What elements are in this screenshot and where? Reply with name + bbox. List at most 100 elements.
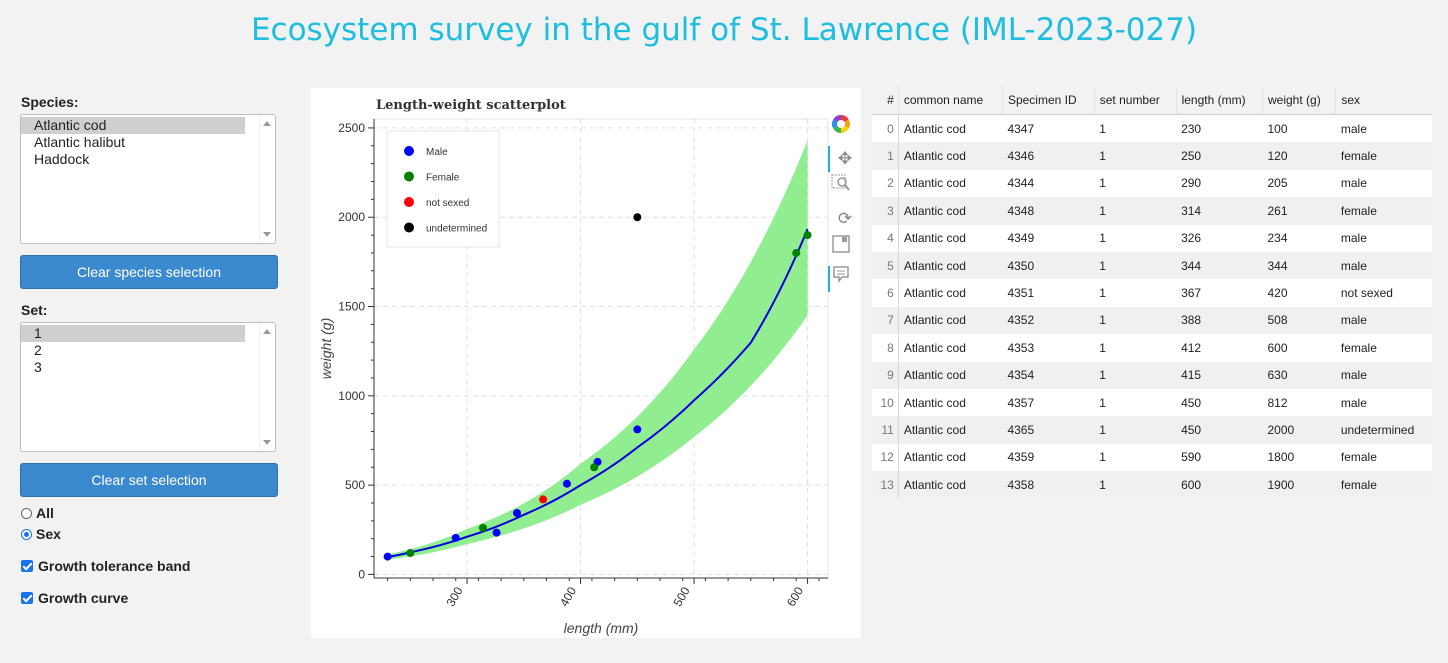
table-cell: 314	[1176, 197, 1263, 225]
table-cell: Atlantic cod	[898, 443, 1003, 472]
table-row[interactable]: 3 Atlantic cod 4348 1 314 261 female	[872, 197, 1432, 225]
y-axis-label: weight (g)	[318, 318, 334, 379]
column-header[interactable]: common name	[897, 86, 1003, 115]
table-cell: 4344	[1002, 169, 1095, 198]
pan-icon[interactable]: ✥	[828, 144, 859, 174]
table-row[interactable]: 9 Atlantic cod 4354 1 415 630 male	[872, 361, 1432, 389]
length-weight-chart[interactable]: Length-weight scatterplot 0 500 1000 1500 200…	[311, 88, 831, 638]
table-row[interactable]: 1 Atlantic cod 4346 1 250 120 female	[872, 142, 1432, 170]
table-cell: 4357	[1002, 388, 1095, 417]
table-row[interactable]: 5 Atlantic cod 4350 1 344 344 male	[872, 251, 1432, 280]
table-cell: 10	[872, 388, 899, 417]
plot-panel: Length-weight scatterplot 0 500 1000 1500 200…	[311, 88, 861, 638]
table-cell: 420	[1262, 279, 1336, 307]
table-cell: Atlantic cod	[898, 197, 1003, 225]
table-cell: male	[1335, 251, 1432, 280]
table-cell: 450	[1176, 388, 1263, 417]
table-cell: male	[1335, 388, 1432, 417]
set-scrollbar[interactable]	[259, 324, 274, 450]
table-row[interactable]: 8 Atlantic cod 4353 1 412 600 female	[872, 334, 1432, 362]
table-cell: male	[1335, 114, 1432, 143]
color-wheel-icon[interactable]	[831, 114, 859, 144]
column-header[interactable]: weight (g)	[1261, 86, 1336, 115]
growth-curve-checkbox[interactable]	[21, 592, 33, 604]
table-row[interactable]: 12 Atlantic cod 4359 1 590 1800 female	[872, 443, 1432, 472]
data-point	[513, 508, 522, 517]
species-listbox[interactable]: Atlantic cod Atlantic halibut Haddock	[20, 114, 276, 244]
species-option[interactable]: Atlantic halibut	[34, 134, 126, 150]
x-tick-label: 500	[671, 584, 693, 609]
table-cell: 5	[872, 251, 899, 280]
legend-marker	[404, 197, 414, 207]
y-tick-label: 0	[358, 567, 365, 581]
table-cell: 600	[1262, 334, 1336, 362]
table-cell: 344	[1176, 251, 1263, 280]
legend-label: Female	[426, 173, 460, 184]
radio-all-label: All	[36, 505, 54, 521]
table-cell: 100	[1262, 114, 1336, 143]
table-row[interactable]: 2 Atlantic cod 4344 1 290 205 male	[872, 169, 1432, 198]
table-cell: 450	[1176, 416, 1263, 444]
species-option[interactable]: Haddock	[34, 151, 90, 167]
set-option[interactable]: 2	[34, 342, 42, 358]
growth-band-toggle[interactable]: Growth tolerance band	[20, 556, 278, 576]
table-cell: 4347	[1002, 114, 1095, 143]
page-title: Ecosystem survey in the gulf of St. Lawr…	[250, 12, 1198, 48]
table-cell: 2000	[1262, 416, 1336, 444]
table-cell: female	[1335, 334, 1432, 362]
table-row[interactable]: 7 Atlantic cod 4352 1 388 508 male	[872, 306, 1432, 335]
radio-sex-circle[interactable]	[21, 528, 32, 540]
table-cell: male	[1335, 224, 1432, 252]
table-cell: 13	[872, 471, 899, 499]
save-icon[interactable]	[831, 234, 859, 264]
table-cell: not sexed	[1335, 279, 1432, 307]
legend-marker	[404, 171, 414, 182]
table-cell: 344	[1262, 251, 1336, 280]
set-option[interactable]: 3	[34, 359, 42, 375]
table-cell: 4358	[1002, 471, 1095, 499]
table-row[interactable]: 4 Atlantic cod 4349 1 326 234 male	[872, 224, 1432, 252]
column-header[interactable]: length (mm)	[1175, 86, 1263, 115]
table-row[interactable]: 10 Atlantic cod 4357 1 450 812 male	[872, 388, 1432, 417]
radio-sex[interactable]: Sex	[20, 524, 278, 544]
table-row[interactable]: 0 Atlantic cod 4347 1 230 100 male	[872, 114, 1432, 143]
legend-marker	[404, 222, 414, 233]
growth-curve-toggle[interactable]: Growth curve	[20, 588, 278, 608]
set-option[interactable]: 1	[21, 325, 245, 342]
table-cell: 0	[872, 114, 899, 143]
species-scrollbar[interactable]	[259, 116, 274, 242]
radio-all-circle[interactable]	[21, 507, 32, 519]
reset-icon[interactable]: ⟳	[837, 209, 853, 228]
box-zoom-icon[interactable]	[831, 174, 859, 204]
hover-icon[interactable]	[828, 264, 859, 294]
table-cell: 4365	[1002, 416, 1095, 444]
table-cell: 205	[1262, 169, 1336, 198]
clear-set-button[interactable]: Clear set selection	[20, 463, 278, 497]
column-header[interactable]: #	[872, 86, 899, 115]
table-cell: 1	[1094, 416, 1177, 444]
table-cell: Atlantic cod	[898, 416, 1003, 444]
growth-band-checkbox[interactable]	[21, 560, 33, 572]
table-cell: Atlantic cod	[898, 224, 1003, 252]
column-header[interactable]: sex	[1335, 86, 1432, 115]
table-cell: 1	[1094, 169, 1177, 198]
table-row[interactable]: 13 Atlantic cod 4358 1 600 1900 female	[872, 471, 1432, 499]
table-cell: Atlantic cod	[898, 279, 1003, 307]
table-cell: 1	[1094, 279, 1177, 307]
column-header[interactable]: Specimen ID	[1001, 86, 1095, 115]
species-option[interactable]: Atlantic cod	[21, 117, 245, 134]
table-header-row: # common name Specimen ID set number length …	[872, 86, 1432, 115]
table-cell: 7	[872, 306, 899, 335]
table-row[interactable]: 6 Atlantic cod 4351 1 367 420 not sexed	[872, 279, 1432, 307]
column-header[interactable]: set number	[1093, 86, 1177, 115]
radio-all[interactable]: All	[20, 503, 278, 523]
legend-label: undetermined	[426, 224, 487, 235]
x-tick-label: 600	[784, 584, 806, 609]
data-point	[478, 523, 487, 532]
data-point	[492, 528, 501, 537]
table-cell: 412	[1176, 334, 1263, 362]
clear-species-button[interactable]: Clear species selection	[20, 255, 278, 289]
table-row[interactable]: 11 Atlantic cod 4365 1 450 2000 undetermined	[872, 416, 1432, 444]
table-cell: 1	[872, 142, 899, 170]
